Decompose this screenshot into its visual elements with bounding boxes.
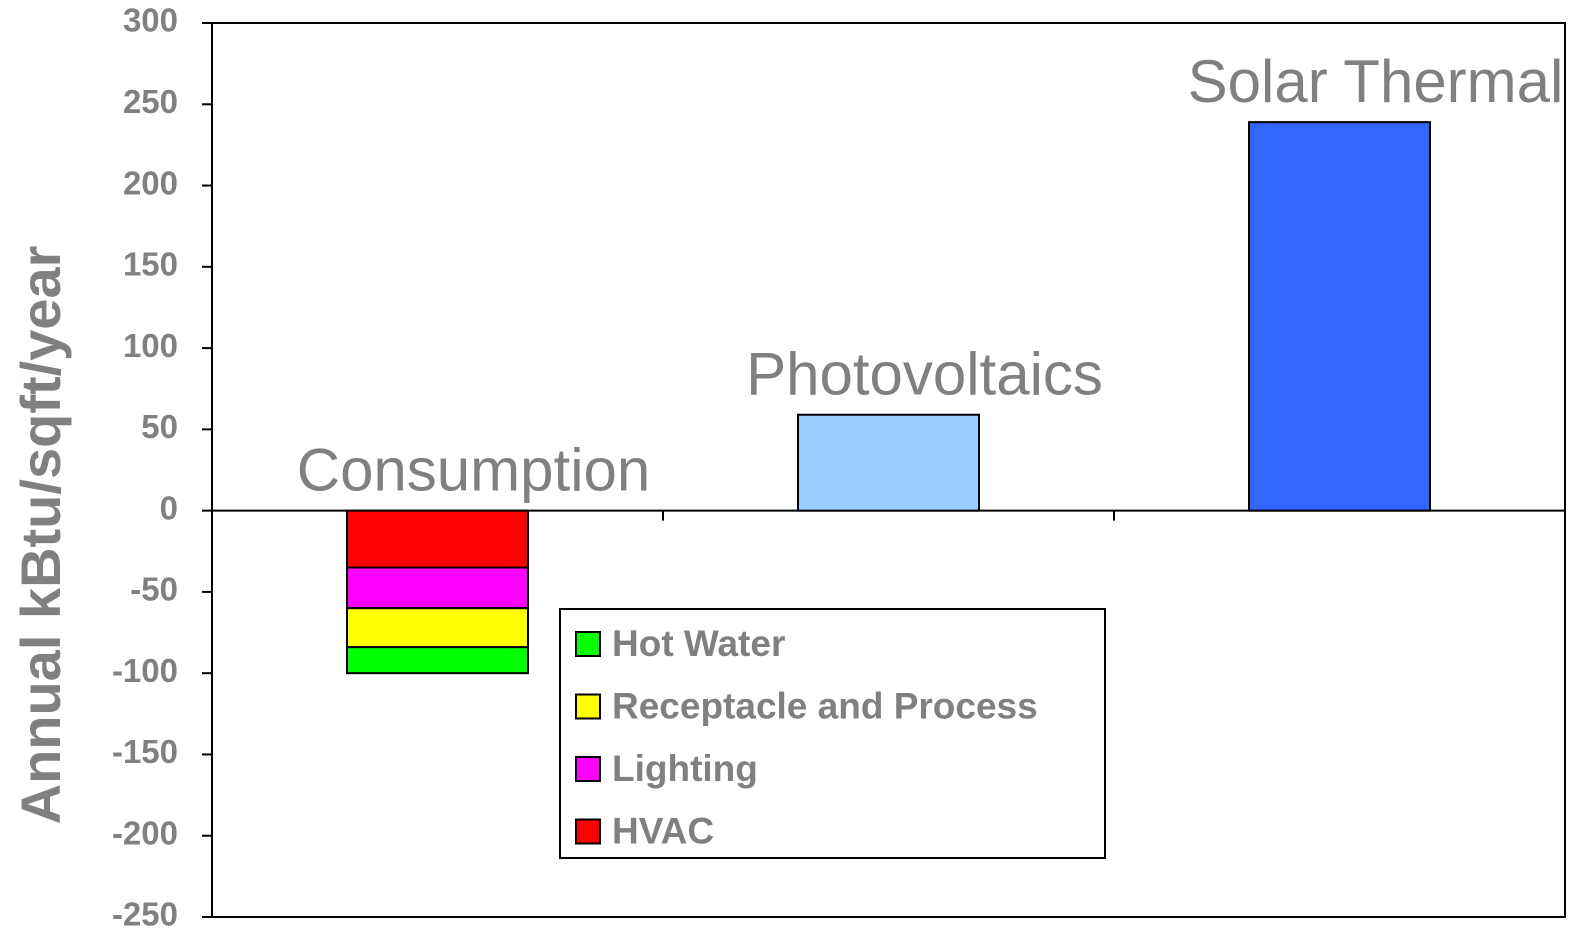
y-tick-label: 50 <box>141 408 178 445</box>
legend-box <box>559 608 1106 859</box>
y-tick-label: 200 <box>123 164 178 201</box>
legend-label: Receptacle and Process <box>612 685 1038 726</box>
bar <box>1248 121 1431 512</box>
legend-swatch <box>575 756 601 782</box>
bar-segment <box>346 566 529 610</box>
y-tick-label: -250 <box>112 896 178 933</box>
category-label: Photovoltaics <box>746 341 1103 408</box>
category-label: Solar Thermal <box>1188 48 1564 115</box>
plot-frame <box>211 22 1566 918</box>
legend-swatch <box>575 818 601 845</box>
y-tick-label: 100 <box>123 327 178 364</box>
y-tick-label: 300 <box>123 2 178 39</box>
legend-swatch <box>575 693 601 720</box>
y-axis-label: Annual kBtu/sqft/year <box>9 246 72 825</box>
bar <box>797 413 980 512</box>
legend-label: Hot Water <box>612 623 785 664</box>
y-tick-label: 0 <box>160 489 178 526</box>
bar-segment <box>346 646 529 675</box>
y-tick-label: -200 <box>112 814 178 851</box>
y-tick-label: -50 <box>130 571 178 608</box>
legend-label: HVAC <box>612 810 714 851</box>
y-tick-label: 250 <box>123 83 178 120</box>
y-tick-label: -100 <box>112 652 178 689</box>
bar-segment <box>346 607 529 649</box>
y-tick-label: 150 <box>123 246 178 283</box>
legend-label: Lighting <box>612 748 758 789</box>
y-tick-label: -150 <box>112 733 178 770</box>
legend-swatch <box>575 631 601 657</box>
bar-segment <box>346 509 529 569</box>
category-label: Consumption <box>297 436 651 503</box>
